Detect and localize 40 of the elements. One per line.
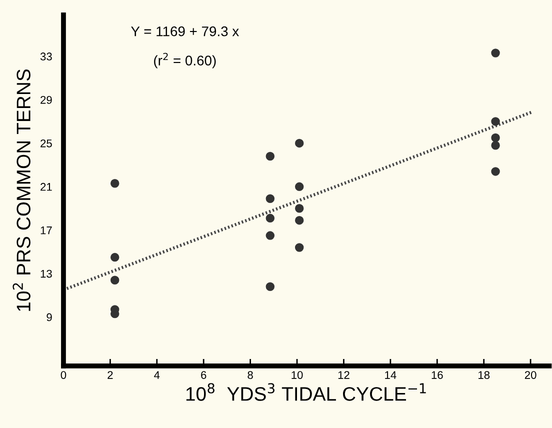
point xyxy=(266,282,275,291)
x-tick-label: 4 xyxy=(154,371,160,379)
point xyxy=(266,194,275,203)
x-tick-label: 12 xyxy=(338,371,350,379)
y-tick-label: 21 xyxy=(40,182,52,191)
x-tick-label: 10 xyxy=(292,371,303,379)
point xyxy=(491,167,500,176)
point xyxy=(491,48,500,58)
x-tick-label: 20 xyxy=(524,371,536,379)
y-tick-label: 29 xyxy=(40,96,52,104)
point xyxy=(294,243,304,252)
point xyxy=(294,216,304,225)
point xyxy=(491,133,500,142)
point xyxy=(110,276,120,284)
x-tick-label: 2 xyxy=(108,371,113,379)
point xyxy=(294,182,304,192)
x-tick-label: 14 xyxy=(385,371,396,379)
point xyxy=(110,179,120,188)
point xyxy=(266,231,275,240)
x-tick-label: 18 xyxy=(478,371,490,379)
point xyxy=(294,138,304,148)
y-tick-label: 25 xyxy=(40,139,52,148)
point xyxy=(266,214,275,223)
annotation: (r$^{2}$ = 0.60) xyxy=(154,52,216,68)
point xyxy=(110,252,120,262)
x-tick-label: 8 xyxy=(248,371,253,379)
x-tick-label: 16 xyxy=(432,371,443,379)
x-tick-label: 6 xyxy=(201,371,206,379)
y-tick-label: 9 xyxy=(46,313,52,322)
y-tick-label: 33 xyxy=(40,52,52,60)
point xyxy=(491,141,500,150)
point xyxy=(491,117,500,126)
y-tick-label: 17 xyxy=(40,226,52,234)
point xyxy=(294,204,304,213)
y-tick-label: 13 xyxy=(40,270,52,278)
point xyxy=(266,152,275,161)
y-axis-title: 10$^{2}$ PRS COMMON TERNS xyxy=(12,69,30,311)
annotation: Y = 1169 + 79.3 x xyxy=(131,26,239,36)
x-axis-title: 10$^{8}$ YDS$^{3}$ TIDAL CYCLE$^{−1}$ xyxy=(186,383,426,401)
x-tick-label: 0 xyxy=(60,371,66,379)
